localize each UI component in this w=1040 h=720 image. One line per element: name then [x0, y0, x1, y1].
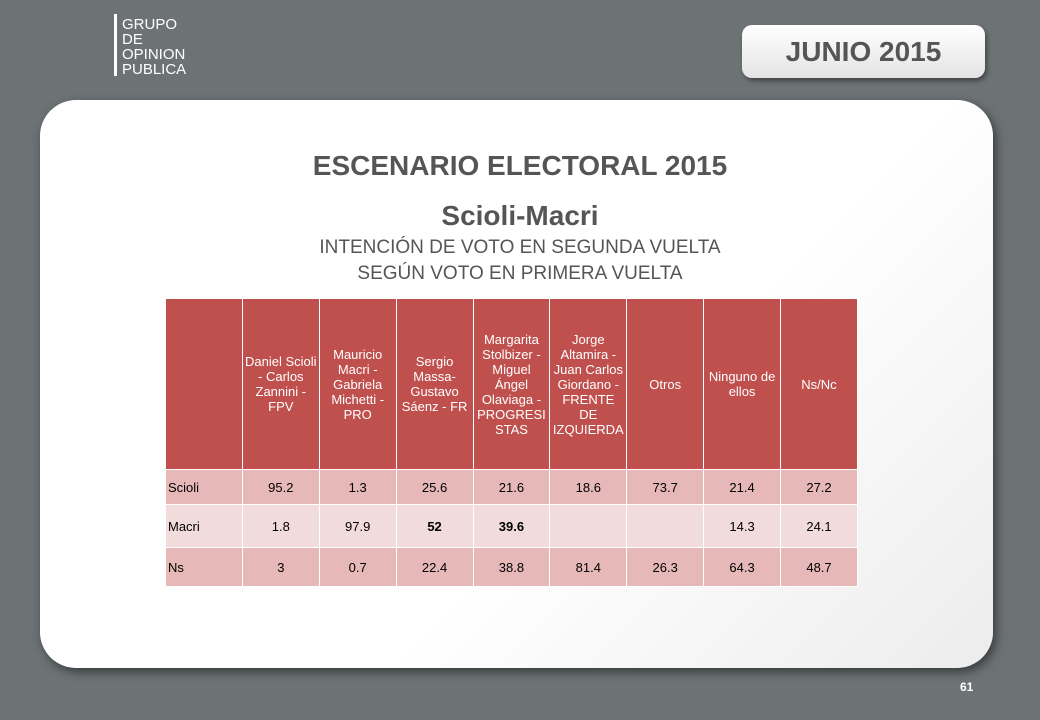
- column-header: Mauricio Macri - Gabriela Michetti - PRO: [318, 298, 397, 470]
- logo-bar: [114, 14, 117, 76]
- cell: 39.6: [472, 504, 551, 548]
- subtitle: Scioli-Macri: [441, 200, 599, 231]
- cell: 21.6: [472, 469, 551, 505]
- caption: INTENCIÓN DE VOTO EN SEGUNDA VUELTA: [319, 237, 721, 258]
- column-header: Daniel Scioli - Carlos Zannini - FPV: [241, 298, 320, 470]
- cell: 25.6: [395, 469, 474, 505]
- table-row: Ns 3 0.7 22.4 38.8 81.4 26.3 64.3 48.7: [165, 547, 858, 587]
- table-row: Macri 1.8 97.9 52 39.6 14.3 24.1: [165, 504, 858, 548]
- cell: 97.9: [318, 504, 397, 548]
- cell: 95.2: [241, 469, 320, 505]
- title: ESCENARIO ELECTORAL 2015: [312, 150, 728, 181]
- cell: 24.1: [780, 504, 858, 548]
- cell: 38.8: [472, 547, 551, 587]
- results-table: Daniel Scioli - Carlos Zannini - FPV Maur…: [165, 298, 858, 587]
- cell: 18.6: [549, 469, 628, 505]
- column-header: Jorge Altamira - Juan Carlos Giordano - …: [549, 298, 628, 470]
- logo-line: DE: [122, 31, 143, 48]
- row-label: Scioli: [165, 469, 243, 505]
- cell: 52: [395, 504, 474, 548]
- cell: 1.8: [241, 504, 320, 548]
- cell: 14.3: [703, 504, 781, 548]
- cell: [549, 504, 628, 548]
- column-header: Margarita Stolbizer - Miguel Ángel Olavi…: [472, 298, 551, 470]
- cell: 21.4: [703, 469, 781, 505]
- column-header: Ns/Nc: [780, 298, 858, 470]
- column-header: Ninguno de ellos: [703, 298, 781, 470]
- column-header: Otros: [626, 298, 705, 470]
- column-header: [165, 298, 243, 470]
- cell: 81.4: [549, 547, 628, 587]
- header-row: Daniel Scioli - Carlos Zannini - FPV Maur…: [165, 298, 858, 470]
- caption: SEGÚN VOTO EN PRIMERA VUELTA: [357, 263, 683, 284]
- column-header: Sergio Massa- Gustavo Sáenz - FR: [395, 298, 474, 470]
- cell: 48.7: [780, 547, 858, 587]
- cell: 27.2: [780, 469, 858, 505]
- row-label: Macri: [165, 504, 243, 548]
- logo-line: PUBLICA: [122, 61, 187, 78]
- page-number: 61: [960, 680, 974, 694]
- cell: 0.7: [318, 547, 397, 587]
- date-badge: JUNIO 2015: [742, 25, 985, 78]
- cell: 73.7: [626, 469, 705, 505]
- cell: 26.3: [626, 547, 705, 587]
- cell: [626, 504, 705, 548]
- logo-line: OPINION: [122, 46, 186, 63]
- logo-line: GRUPO: [122, 16, 178, 33]
- cell: 64.3: [703, 547, 781, 587]
- cell: 22.4: [395, 547, 474, 587]
- table-row: Scioli 95.2 1.3 25.6 21.6 18.6 73.7 21.4 27.2: [165, 469, 858, 505]
- logo: GRUPO DE OPINION PUBLICA: [122, 17, 186, 77]
- row-label: Ns: [165, 547, 243, 587]
- cell: 1.3: [318, 469, 397, 505]
- cell: 3: [241, 547, 320, 587]
